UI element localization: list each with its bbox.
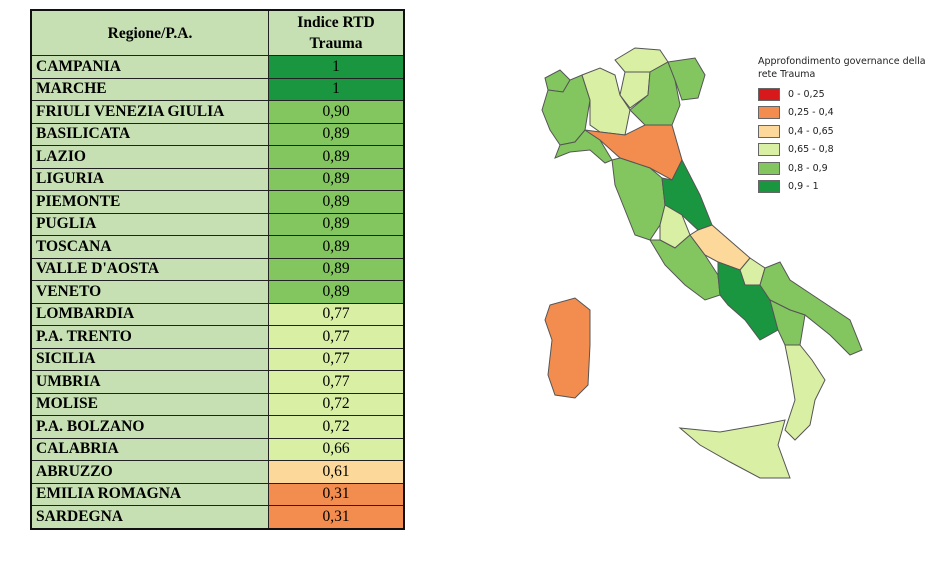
legend-label: 0,8 - 0,9 bbox=[788, 162, 828, 174]
region-friuli-venezia-giulia bbox=[667, 57, 706, 101]
legend-title: Approfondimento governance della rete Tr… bbox=[758, 56, 926, 80]
header-region: Regione/P.A. bbox=[30, 9, 269, 56]
legend-label: 0,65 - 0,8 bbox=[788, 144, 834, 156]
region-sicilia bbox=[678, 419, 791, 479]
region-name: SICILIA bbox=[30, 347, 269, 371]
legend-item: 0,25 - 0,4 bbox=[758, 104, 938, 123]
legend-label: 0,4 - 0,65 bbox=[788, 125, 834, 137]
table-row: SARDEGNA 0,31 bbox=[30, 505, 405, 529]
index-value: 0,89 bbox=[268, 167, 405, 191]
region-name: TOSCANA bbox=[30, 235, 269, 259]
region-name: P.A. BOLZANO bbox=[30, 415, 269, 439]
legend-item: 0,65 - 0,8 bbox=[758, 141, 938, 160]
index-value: 0,31 bbox=[268, 482, 405, 506]
index-value: 0,61 bbox=[268, 460, 405, 484]
legend-item: 0 - 0,25 bbox=[758, 85, 938, 104]
region-name: VALLE D'AOSTA bbox=[30, 257, 269, 281]
legend-item: 0,9 - 1 bbox=[758, 178, 938, 197]
index-value: 0,89 bbox=[268, 235, 405, 259]
legend-item: 0,8 - 0,9 bbox=[758, 159, 938, 178]
italy-choropleth-map bbox=[541, 47, 863, 479]
table-row: LOMBARDIA 0,77 bbox=[30, 302, 405, 326]
table-row: PUGLIA 0,89 bbox=[30, 212, 405, 236]
region-p-a-trento bbox=[619, 71, 651, 109]
table-row: CALABRIA 0,66 bbox=[30, 437, 405, 461]
region-name: MOLISE bbox=[30, 392, 269, 416]
table-row: SICILIA 0,77 bbox=[30, 347, 405, 371]
table-row: EMILIA ROMAGNA 0,31 bbox=[30, 482, 405, 506]
legend-swatch bbox=[758, 143, 780, 157]
table-row: LAZIO 0,89 bbox=[30, 145, 405, 169]
region-name: PIEMONTE bbox=[30, 190, 269, 214]
index-value: 0,77 bbox=[268, 347, 405, 371]
index-value: 1 bbox=[268, 55, 405, 79]
region-name: BASILICATA bbox=[30, 122, 269, 146]
table-row: ABRUZZO 0,61 bbox=[30, 460, 405, 484]
region-name: LOMBARDIA bbox=[30, 302, 269, 326]
table-row: P.A. BOLZANO 0,72 bbox=[30, 415, 405, 439]
region-name: CAMPANIA bbox=[30, 55, 269, 79]
region-name: LAZIO bbox=[30, 145, 269, 169]
index-value: 0,77 bbox=[268, 370, 405, 394]
index-value: 1 bbox=[268, 77, 405, 101]
table-row: PIEMONTE 0,89 bbox=[30, 190, 405, 214]
table-row: TOSCANA 0,89 bbox=[30, 235, 405, 259]
table-row: CAMPANIA 1 bbox=[30, 55, 405, 79]
index-value: 0,77 bbox=[268, 302, 405, 326]
table-row: P.A. TRENTO 0,77 bbox=[30, 325, 405, 349]
legend-swatch bbox=[758, 106, 780, 120]
table-row: MOLISE 0,72 bbox=[30, 392, 405, 416]
region-name: SARDEGNA bbox=[30, 505, 269, 529]
legend-label: 0 - 0,25 bbox=[788, 88, 825, 100]
region-name: UMBRIA bbox=[30, 370, 269, 394]
legend-swatch bbox=[758, 124, 780, 138]
region-name: LIGURIA bbox=[30, 167, 269, 191]
region-sardegna bbox=[544, 297, 591, 399]
header-index: Indice RTD Trauma bbox=[268, 9, 405, 56]
index-value: 0,90 bbox=[268, 100, 405, 124]
legend-label: 0,25 - 0,4 bbox=[788, 107, 834, 119]
index-value: 0,89 bbox=[268, 280, 405, 304]
index-value: 0,72 bbox=[268, 415, 405, 439]
index-value: 0,31 bbox=[268, 505, 405, 529]
index-value: 0,89 bbox=[268, 145, 405, 169]
region-name: CALABRIA bbox=[30, 437, 269, 461]
index-value: 0,77 bbox=[268, 325, 405, 349]
table-row: BASILICATA 0,89 bbox=[30, 122, 405, 146]
region-liguria bbox=[554, 129, 613, 164]
region-name: P.A. TRENTO bbox=[30, 325, 269, 349]
region-calabria bbox=[784, 344, 826, 441]
index-value: 0,89 bbox=[268, 190, 405, 214]
region-name: EMILIA ROMAGNA bbox=[30, 482, 269, 506]
index-value: 0,89 bbox=[268, 257, 405, 281]
legend-item: 0,4 - 0,65 bbox=[758, 122, 938, 141]
index-value: 0,72 bbox=[268, 392, 405, 416]
legend-swatch bbox=[758, 161, 780, 175]
table-row: MARCHE 1 bbox=[30, 77, 405, 101]
index-value: 0,66 bbox=[268, 437, 405, 461]
index-value: 0,89 bbox=[268, 212, 405, 236]
region-lombardia bbox=[581, 67, 631, 136]
region-name: PUGLIA bbox=[30, 212, 269, 236]
region-name: VENETO bbox=[30, 280, 269, 304]
index-value: 0,89 bbox=[268, 122, 405, 146]
map-legend: Approfondimento governance della rete Tr… bbox=[758, 55, 938, 196]
table-row: VENETO 0,89 bbox=[30, 280, 405, 304]
table-row: FRIULI VENEZIA GIULIA 0,90 bbox=[30, 100, 405, 124]
legend-swatch bbox=[758, 87, 780, 101]
rtd-trauma-table: Regione/P.A. Indice RTD Trauma CAMPANIA 1… bbox=[30, 9, 405, 530]
table-row: VALLE D'AOSTA 0,89 bbox=[30, 257, 405, 281]
legend-swatch bbox=[758, 180, 780, 194]
legend-label: 0,9 - 1 bbox=[788, 181, 819, 193]
region-name: ABRUZZO bbox=[30, 460, 269, 484]
table-row: UMBRIA 0,77 bbox=[30, 370, 405, 394]
table-row: LIGURIA 0,89 bbox=[30, 167, 405, 191]
region-name: MARCHE bbox=[30, 77, 269, 101]
region-name: FRIULI VENEZIA GIULIA bbox=[30, 100, 269, 124]
